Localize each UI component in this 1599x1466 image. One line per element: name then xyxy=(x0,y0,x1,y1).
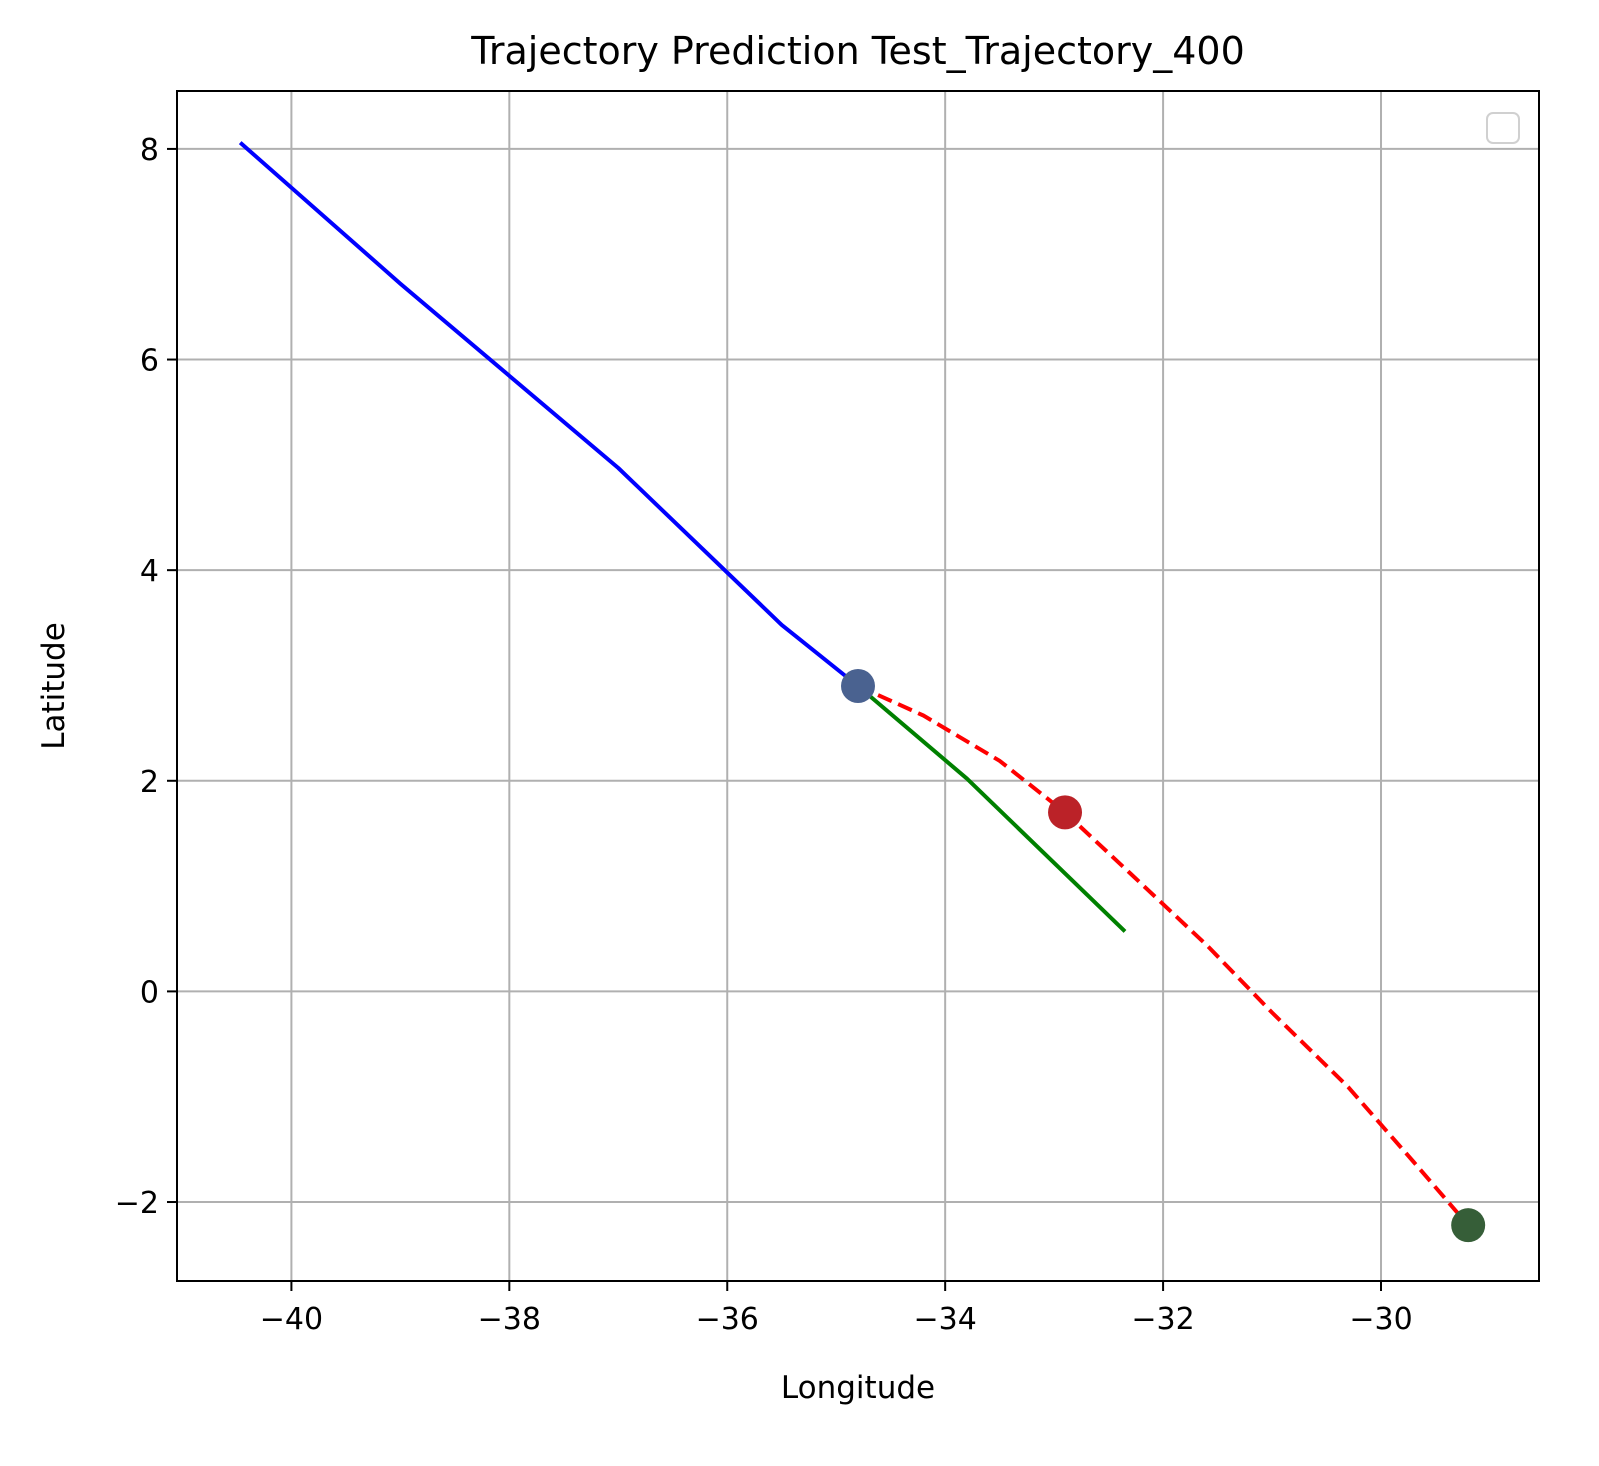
x-tick-label: −32 xyxy=(1131,1302,1194,1337)
y-axis-label: Latitude xyxy=(36,622,72,750)
series-line-1 xyxy=(238,141,860,688)
x-axis-label: Longitude xyxy=(781,1370,935,1406)
x-tick-label: −30 xyxy=(1349,1302,1412,1337)
x-tick-label: −36 xyxy=(696,1302,759,1337)
y-tick-label: 4 xyxy=(140,554,159,589)
y-tick-label: 0 xyxy=(140,975,159,1010)
plot-frame xyxy=(176,90,1540,1282)
x-tick-label: −40 xyxy=(260,1302,323,1337)
legend-box xyxy=(1486,112,1520,144)
y-tick-label: 6 xyxy=(140,344,159,379)
x-tick-label: −34 xyxy=(914,1302,977,1337)
marker-point-3 xyxy=(1451,1208,1486,1243)
y-tick-label: −2 xyxy=(115,1186,159,1221)
chart-title: Trajectory Prediction Test_Trajectory_40… xyxy=(470,29,1245,73)
x-axis-ticks: −40 −38 −36 −34 −32 −30 xyxy=(260,1281,1413,1337)
y-tick-label: 8 xyxy=(140,133,159,168)
marker-point-1 xyxy=(841,669,875,703)
markers-layer xyxy=(841,669,1486,1243)
grid-lines xyxy=(177,91,1539,1281)
y-tick-label: 2 xyxy=(140,765,159,800)
series-layer xyxy=(238,141,1470,1227)
y-axis-ticks: −2 0 2 4 6 8 xyxy=(115,133,177,1221)
marker-point-2 xyxy=(1048,795,1083,830)
series-line-2 xyxy=(856,684,1127,933)
x-tick-label: −38 xyxy=(478,1302,541,1337)
series-line-3 xyxy=(857,684,1470,1227)
